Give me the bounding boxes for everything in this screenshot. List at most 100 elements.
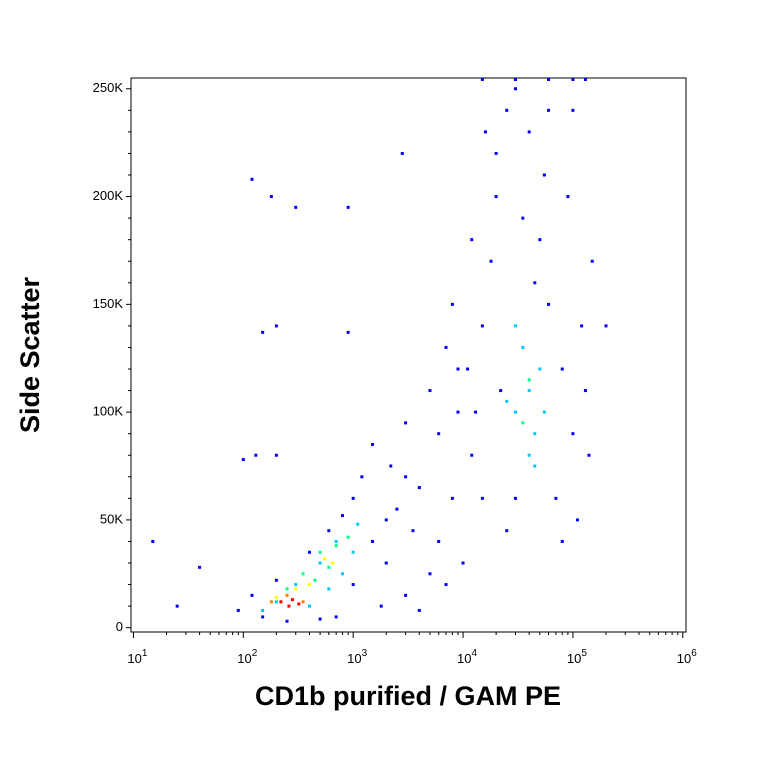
point — [379, 604, 383, 608]
point — [583, 78, 587, 81]
point — [389, 464, 393, 468]
point — [371, 539, 375, 543]
point — [274, 324, 278, 328]
point — [334, 615, 338, 619]
point — [290, 598, 294, 602]
point — [261, 608, 265, 612]
point — [456, 367, 460, 371]
point — [301, 600, 305, 604]
point — [400, 151, 404, 155]
point — [323, 557, 327, 561]
point — [294, 583, 298, 587]
point — [241, 458, 245, 462]
x-axis-label: CD1b purified / GAM PE — [255, 681, 561, 711]
x-tick-exponent: 2 — [252, 648, 258, 659]
x-tick-exponent: 1 — [142, 648, 148, 659]
point — [250, 593, 254, 597]
point — [428, 389, 432, 393]
point — [538, 367, 542, 371]
point — [483, 130, 487, 134]
point — [437, 539, 441, 543]
point — [395, 507, 399, 511]
point — [521, 216, 525, 220]
point — [411, 529, 415, 533]
point — [533, 432, 537, 436]
point — [175, 604, 179, 608]
y-tick-label: 100K — [93, 404, 124, 419]
x-tick-label: 101 — [127, 648, 147, 667]
point — [294, 205, 298, 209]
point — [261, 330, 265, 334]
point — [521, 345, 525, 349]
x-tick-exponent: 4 — [471, 648, 477, 659]
point — [417, 608, 421, 612]
point — [318, 561, 322, 565]
point — [547, 108, 551, 112]
point — [198, 565, 202, 569]
point — [285, 619, 289, 623]
point — [346, 330, 350, 334]
x-tick-label: 103 — [347, 648, 367, 667]
point — [513, 87, 517, 91]
point — [269, 195, 273, 199]
point — [404, 421, 408, 425]
point — [404, 593, 408, 597]
y-axis-label: Side Scatter — [15, 276, 45, 433]
x-tick-base: 10 — [237, 651, 251, 666]
point — [269, 600, 273, 604]
x-tick-label: 104 — [457, 648, 477, 667]
point — [587, 453, 591, 457]
point — [327, 565, 331, 569]
point — [527, 378, 531, 382]
point — [538, 238, 542, 242]
x-tick-exponent: 6 — [691, 648, 697, 659]
point — [542, 173, 546, 177]
point — [521, 421, 525, 425]
point — [318, 550, 322, 554]
x-tick-label: 105 — [567, 648, 587, 667]
point — [297, 602, 301, 606]
point — [274, 453, 278, 457]
point — [279, 600, 283, 604]
point — [527, 453, 531, 457]
point — [575, 518, 579, 522]
point — [360, 475, 364, 479]
point — [307, 550, 311, 554]
point — [583, 389, 587, 393]
point — [474, 410, 478, 414]
point — [437, 432, 441, 436]
point — [505, 399, 509, 403]
point — [494, 195, 498, 199]
point — [566, 195, 570, 199]
point — [307, 583, 311, 587]
point — [542, 410, 546, 414]
x-tick-label: 102 — [237, 648, 257, 667]
point — [480, 496, 484, 500]
point — [384, 518, 388, 522]
point — [285, 593, 289, 597]
x-tick-base: 10 — [347, 651, 361, 666]
point — [470, 238, 474, 242]
x-tick-base: 10 — [127, 651, 141, 666]
point — [571, 432, 575, 436]
point — [571, 78, 575, 81]
point — [547, 302, 551, 306]
point — [151, 539, 155, 543]
point — [533, 281, 537, 285]
point — [554, 496, 558, 500]
y-tick-label: 150K — [93, 296, 124, 311]
point — [428, 572, 432, 576]
point — [513, 324, 517, 328]
point — [547, 78, 551, 81]
point — [346, 205, 350, 209]
point — [250, 177, 254, 181]
point — [560, 539, 564, 543]
point — [417, 486, 421, 490]
point — [334, 539, 338, 543]
point — [461, 561, 465, 565]
point — [341, 514, 345, 518]
point — [513, 78, 517, 81]
point — [480, 324, 484, 328]
point — [236, 608, 240, 612]
